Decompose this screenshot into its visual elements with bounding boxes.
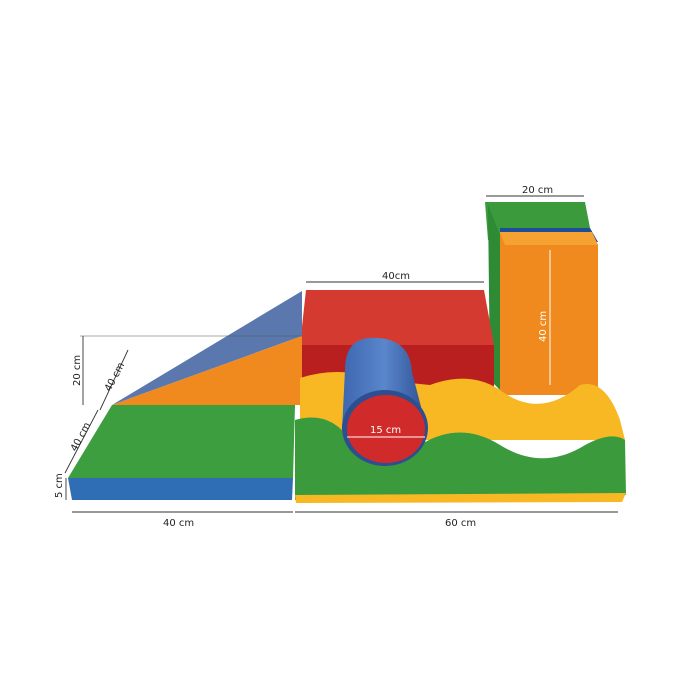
label-tall-width: 20 cm [522, 185, 553, 196]
label-tall-height: 40 cm [538, 311, 549, 342]
cylinder [342, 337, 428, 466]
mat [68, 405, 295, 500]
tall-block [485, 202, 598, 395]
label-ramp-height: 20 cm [72, 355, 83, 386]
ramp [112, 291, 302, 405]
label-mat-width: 40 cm [163, 518, 194, 529]
label-mat-thickness: 5 cm [54, 473, 65, 498]
label-cylinder-diameter: 15 cm [370, 425, 401, 436]
label-wave-width: 60 cm [445, 518, 476, 529]
dimension-lines [64, 195, 618, 513]
label-ramp-depth: 40 cm [103, 361, 127, 394]
label-cube-width: 40cm [382, 271, 410, 282]
